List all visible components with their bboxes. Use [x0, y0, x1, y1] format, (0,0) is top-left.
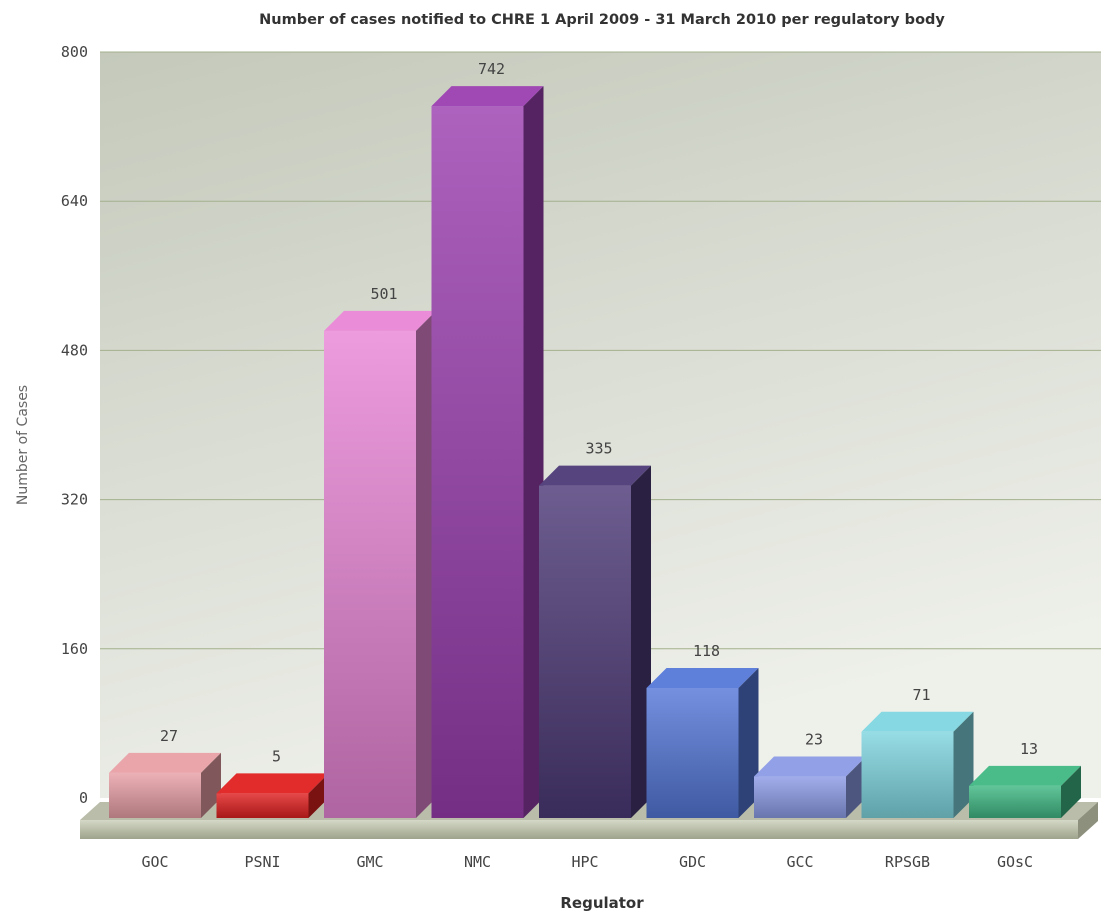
- bar-gmc: [324, 310, 436, 818]
- data-label: 13: [1020, 740, 1038, 758]
- x-axis-title: Regulator: [560, 894, 644, 912]
- y-tick-label: 480: [61, 341, 88, 359]
- y-axis-title: Number of Cases: [15, 385, 31, 505]
- bars: [109, 86, 1081, 818]
- y-tick-label: 0: [79, 789, 88, 807]
- bar-psni: [216, 773, 329, 818]
- x-tick-label: NMC: [464, 853, 491, 871]
- bar-front: [754, 776, 846, 818]
- data-label: 71: [912, 686, 930, 704]
- bar-side: [308, 773, 329, 818]
- x-tick-label: HPC: [571, 853, 598, 871]
- x-tick-label: GDC: [679, 853, 706, 871]
- bar-top: [216, 773, 329, 794]
- bar-top: [539, 465, 651, 486]
- bar-top: [431, 86, 544, 107]
- chart-title: Number of cases notified to CHRE 1 April…: [259, 12, 945, 28]
- bar-top: [109, 752, 221, 773]
- bar-front: [431, 106, 524, 818]
- data-label: 27: [160, 727, 178, 745]
- bar-goc: [109, 752, 221, 818]
- bar-rpsgb: [861, 711, 974, 818]
- bar-top: [646, 667, 759, 688]
- bar-top: [861, 711, 974, 732]
- bar-gdc: [646, 667, 759, 818]
- data-label: 118: [693, 642, 720, 660]
- bar-gcc: [754, 756, 866, 818]
- data-label: 742: [478, 60, 505, 78]
- bar-side: [738, 667, 759, 818]
- x-tick-label: RPSGB: [885, 853, 930, 871]
- data-label: 23: [805, 731, 823, 749]
- bar-nmc: [431, 86, 544, 818]
- data-label: 5: [272, 747, 281, 765]
- y-tick-label: 320: [61, 491, 88, 509]
- data-label: 335: [585, 440, 612, 458]
- y-tick-label: 640: [61, 192, 88, 210]
- bar-front: [861, 731, 954, 818]
- x-tick-label: PSNI: [244, 853, 280, 871]
- bar-top: [754, 756, 866, 777]
- bar-front: [324, 330, 416, 818]
- bar-front: [539, 485, 631, 818]
- bar-top: [324, 310, 436, 331]
- bar-side: [416, 310, 436, 818]
- bar-front: [646, 687, 739, 818]
- x-tick-label: GCC: [786, 853, 813, 871]
- bar-side: [631, 465, 651, 818]
- floor-front: [80, 820, 1078, 839]
- x-tick-label: GOC: [141, 853, 168, 871]
- y-tick-label: 160: [61, 640, 88, 658]
- bar-front: [216, 793, 309, 818]
- bar-side: [201, 752, 221, 818]
- bar-hpc: [539, 465, 651, 818]
- x-tick-label: GOsC: [997, 853, 1033, 871]
- bar-top: [969, 765, 1081, 786]
- labels: 0 160 320 480 640 800 27 GOC 5 PSNI 501 GMC 742 NMC 33…: [61, 43, 1038, 871]
- bar-side: [523, 86, 544, 818]
- y-tick-label: 800: [61, 43, 88, 61]
- bar-gosc: [969, 765, 1081, 818]
- bar-side: [846, 756, 866, 818]
- floor-side: [1078, 802, 1098, 839]
- data-label: 501: [370, 285, 397, 303]
- bar-front: [109, 772, 201, 818]
- bar-front: [969, 785, 1061, 818]
- x-tick-label: GMC: [356, 853, 383, 871]
- bar-side: [953, 711, 974, 818]
- bar-side: [1061, 765, 1081, 818]
